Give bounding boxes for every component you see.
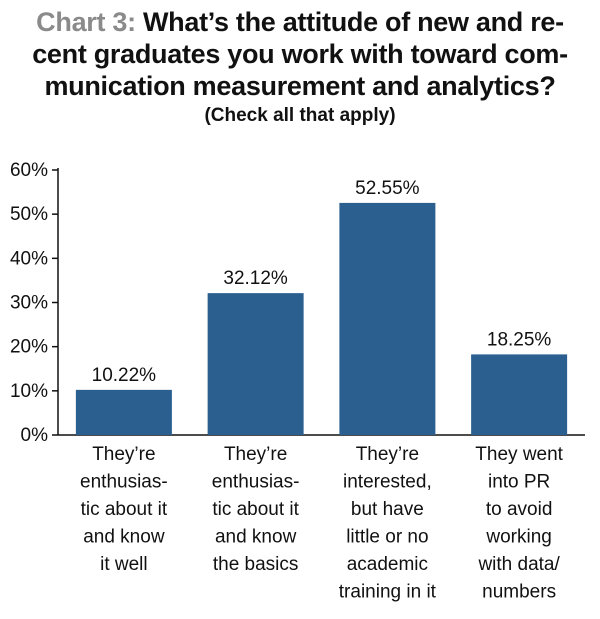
- chart-number-label: Chart 3:: [36, 7, 136, 37]
- y-tick-label: 60%: [10, 160, 48, 181]
- category-label: the basics: [213, 554, 299, 575]
- category-label: to avoid: [486, 499, 553, 520]
- bar: [207, 293, 304, 435]
- category-label: numbers: [482, 582, 556, 603]
- y-tick-label: 10%: [10, 381, 48, 402]
- data-label: 18.25%: [487, 329, 552, 350]
- y-tick-label: 40%: [10, 248, 48, 269]
- category-label: it well: [100, 554, 148, 575]
- category-label: They went: [475, 444, 563, 465]
- chart-subtitle: (Check all that apply): [204, 105, 396, 126]
- y-tick-label: 30%: [10, 293, 48, 314]
- data-label: 10.22%: [92, 365, 157, 386]
- chart-title-text-1: What’s the attitude of new and re-: [143, 7, 564, 37]
- chart-title-line-3: munication measurement and analytics?: [44, 71, 556, 101]
- category-label: but have: [351, 499, 424, 520]
- y-tick-label: 20%: [10, 337, 48, 358]
- data-label: 32.12%: [223, 268, 288, 289]
- y-tick-label: 50%: [10, 204, 48, 225]
- category-label: academic: [347, 554, 428, 575]
- category-label: little or no: [346, 527, 428, 548]
- chart-title-block: Chart 3: What’s the attitude of new and …: [0, 6, 600, 128]
- category-label: working: [485, 527, 551, 548]
- category-label: and know: [215, 527, 297, 548]
- category-label: and know: [83, 527, 165, 548]
- chart-title-line-2: cent graduates you work with toward com-: [32, 39, 568, 69]
- bar: [471, 354, 568, 435]
- category-label: They’re: [356, 444, 419, 465]
- data-label: 52.55%: [355, 178, 420, 199]
- category-label: training in it: [339, 582, 437, 603]
- category-label: enthusias-: [212, 472, 300, 493]
- bar: [339, 202, 436, 435]
- category-label: into PR: [488, 472, 550, 493]
- category-label: They’re: [224, 444, 287, 465]
- category-label: tic about it: [81, 499, 168, 520]
- category-label: with data/: [477, 554, 560, 575]
- category-label: They’re: [92, 444, 155, 465]
- y-tick-label: 0%: [21, 425, 49, 446]
- category-label: tic about it: [212, 499, 299, 520]
- bar: [75, 389, 172, 435]
- category-label: interested,: [343, 472, 432, 493]
- category-label: enthusias-: [80, 472, 168, 493]
- chart-title-line-1: Chart 3: What’s the attitude of new and …: [0, 6, 600, 38]
